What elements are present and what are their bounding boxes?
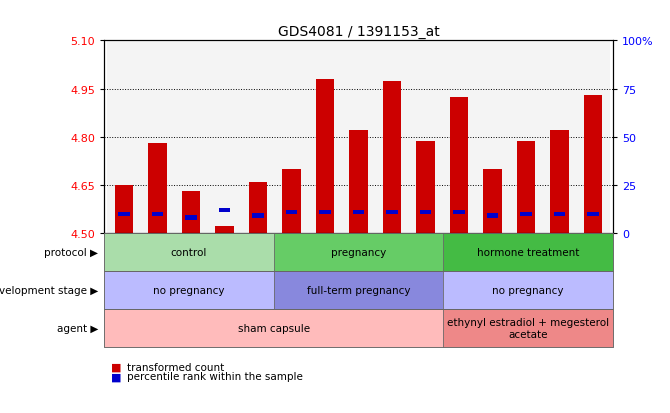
Text: control: control bbox=[171, 247, 207, 257]
Bar bbox=[249, 182, 267, 233]
Text: pregnancy: pregnancy bbox=[331, 247, 386, 257]
Bar bbox=[349, 131, 368, 233]
Bar bbox=[308, 41, 342, 233]
Bar bbox=[587, 212, 599, 216]
Text: no pregnancy: no pregnancy bbox=[492, 285, 564, 295]
Bar bbox=[215, 227, 234, 233]
Text: transformed count: transformed count bbox=[127, 362, 224, 372]
Bar bbox=[241, 41, 275, 233]
Bar bbox=[584, 96, 602, 233]
Bar bbox=[383, 81, 401, 233]
Text: ■: ■ bbox=[111, 371, 121, 381]
Bar bbox=[553, 212, 565, 216]
Text: percentile rank within the sample: percentile rank within the sample bbox=[127, 371, 303, 381]
Bar bbox=[342, 41, 375, 233]
Bar bbox=[517, 142, 535, 233]
Bar bbox=[182, 192, 200, 233]
Bar bbox=[486, 214, 498, 218]
Text: full-term pregnancy: full-term pregnancy bbox=[307, 285, 410, 295]
Bar bbox=[419, 210, 431, 214]
Bar bbox=[218, 208, 230, 212]
Bar bbox=[282, 169, 301, 233]
Bar bbox=[375, 41, 409, 233]
Bar bbox=[453, 210, 465, 214]
Bar bbox=[352, 210, 364, 214]
Bar bbox=[275, 41, 308, 233]
Bar bbox=[386, 210, 398, 214]
Bar bbox=[409, 41, 442, 233]
Bar bbox=[174, 41, 208, 233]
Text: protocol ▶: protocol ▶ bbox=[44, 247, 98, 257]
Bar bbox=[252, 214, 264, 218]
Bar bbox=[416, 142, 435, 233]
Bar bbox=[483, 169, 502, 233]
Bar bbox=[576, 41, 610, 233]
Bar bbox=[141, 41, 174, 233]
Bar bbox=[148, 144, 167, 233]
Bar bbox=[115, 185, 133, 233]
Bar bbox=[185, 216, 197, 220]
Bar bbox=[550, 131, 569, 233]
Text: agent ▶: agent ▶ bbox=[57, 323, 98, 333]
Bar bbox=[319, 210, 331, 214]
Bar bbox=[107, 41, 141, 233]
Text: ethynyl estradiol + megesterol
acetate: ethynyl estradiol + megesterol acetate bbox=[447, 318, 609, 339]
Bar bbox=[476, 41, 509, 233]
Bar bbox=[316, 80, 334, 233]
Bar bbox=[285, 210, 297, 214]
Text: hormone treatment: hormone treatment bbox=[477, 247, 580, 257]
Bar bbox=[450, 97, 468, 233]
Bar bbox=[520, 212, 532, 216]
Bar bbox=[208, 41, 241, 233]
Text: no pregnancy: no pregnancy bbox=[153, 285, 224, 295]
Text: ■: ■ bbox=[111, 362, 121, 372]
Bar bbox=[151, 212, 163, 216]
Bar bbox=[442, 41, 476, 233]
Title: GDS4081 / 1391153_at: GDS4081 / 1391153_at bbox=[277, 25, 440, 39]
Text: sham capsule: sham capsule bbox=[238, 323, 310, 333]
Bar bbox=[509, 41, 543, 233]
Text: development stage ▶: development stage ▶ bbox=[0, 285, 98, 295]
Bar bbox=[543, 41, 576, 233]
Bar bbox=[118, 212, 130, 216]
